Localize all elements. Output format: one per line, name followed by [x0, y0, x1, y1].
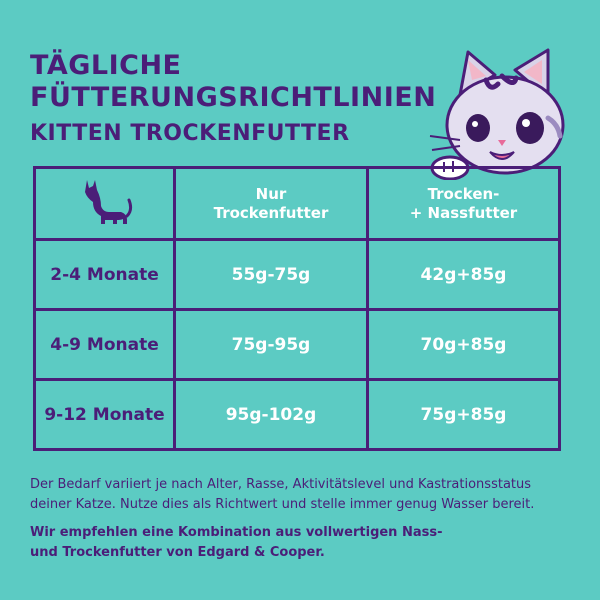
header-dry-only: Nur Trockenfutter: [173, 166, 369, 241]
row-dry-value: 95g-102g: [173, 378, 369, 451]
footnote-line-1: Der Bedarf variiert je nach Alter, Rasse…: [30, 477, 532, 492]
row-mixed-value: 75g+85g: [366, 378, 561, 451]
header-mixed-line-2: + Nassfutter: [409, 203, 518, 222]
table-row: 2-4 Monate 55g-75g 42g+85g: [33, 238, 561, 311]
header-mixed-line-1: Trocken-: [427, 184, 500, 203]
header-dry-wet: Trocken- + Nassfutter: [366, 166, 561, 241]
row-dry-value: 75g-95g: [173, 308, 369, 381]
recommendation-text: Wir empfehlen eine Kombination aus vollw…: [30, 523, 580, 563]
feeding-table: Nur Trockenfutter Trocken- + Nassfutter …: [33, 166, 561, 451]
row-age-label: 4-9 Monate: [33, 308, 176, 381]
cat-silhouette-icon: [84, 180, 132, 224]
page-subtitle: KITTEN TROCKENFUTTER: [30, 121, 350, 146]
header-icon-cell: [33, 166, 176, 241]
row-age-label: 2-4 Monate: [33, 238, 176, 311]
recommendation-line-2: und Trockenfutter von Edgard & Cooper.: [30, 545, 325, 560]
row-mixed-value: 42g+85g: [366, 238, 561, 311]
recommendation-line-1: Wir empfehlen eine Kombination aus vollw…: [30, 525, 443, 540]
title-line-2: FÜTTERUNGSRICHTLINIEN: [30, 82, 437, 113]
footnote-text: Der Bedarf variiert je nach Alter, Rasse…: [30, 475, 580, 515]
kitten-illustration-icon: [429, 48, 565, 180]
table-row: 9-12 Monate 95g-102g 75g+85g: [33, 378, 561, 451]
title-line-1: TÄGLICHE: [30, 50, 182, 81]
row-mixed-value: 70g+85g: [366, 308, 561, 381]
row-age-label: 9-12 Monate: [33, 378, 176, 451]
footnote-line-2: deiner Katze. Nutze dies als Richtwert u…: [30, 497, 535, 512]
table-row: 4-9 Monate 75g-95g 70g+85g: [33, 308, 561, 381]
page-title: TÄGLICHE FÜTTERUNGSRICHTLINIEN: [30, 50, 436, 114]
header-dry-line-2: Trockenfutter: [213, 203, 329, 222]
header-dry-line-1: Nur: [255, 184, 287, 203]
row-dry-value: 55g-75g: [173, 238, 369, 311]
table-header-row: Nur Trockenfutter Trocken- + Nassfutter: [33, 166, 561, 241]
